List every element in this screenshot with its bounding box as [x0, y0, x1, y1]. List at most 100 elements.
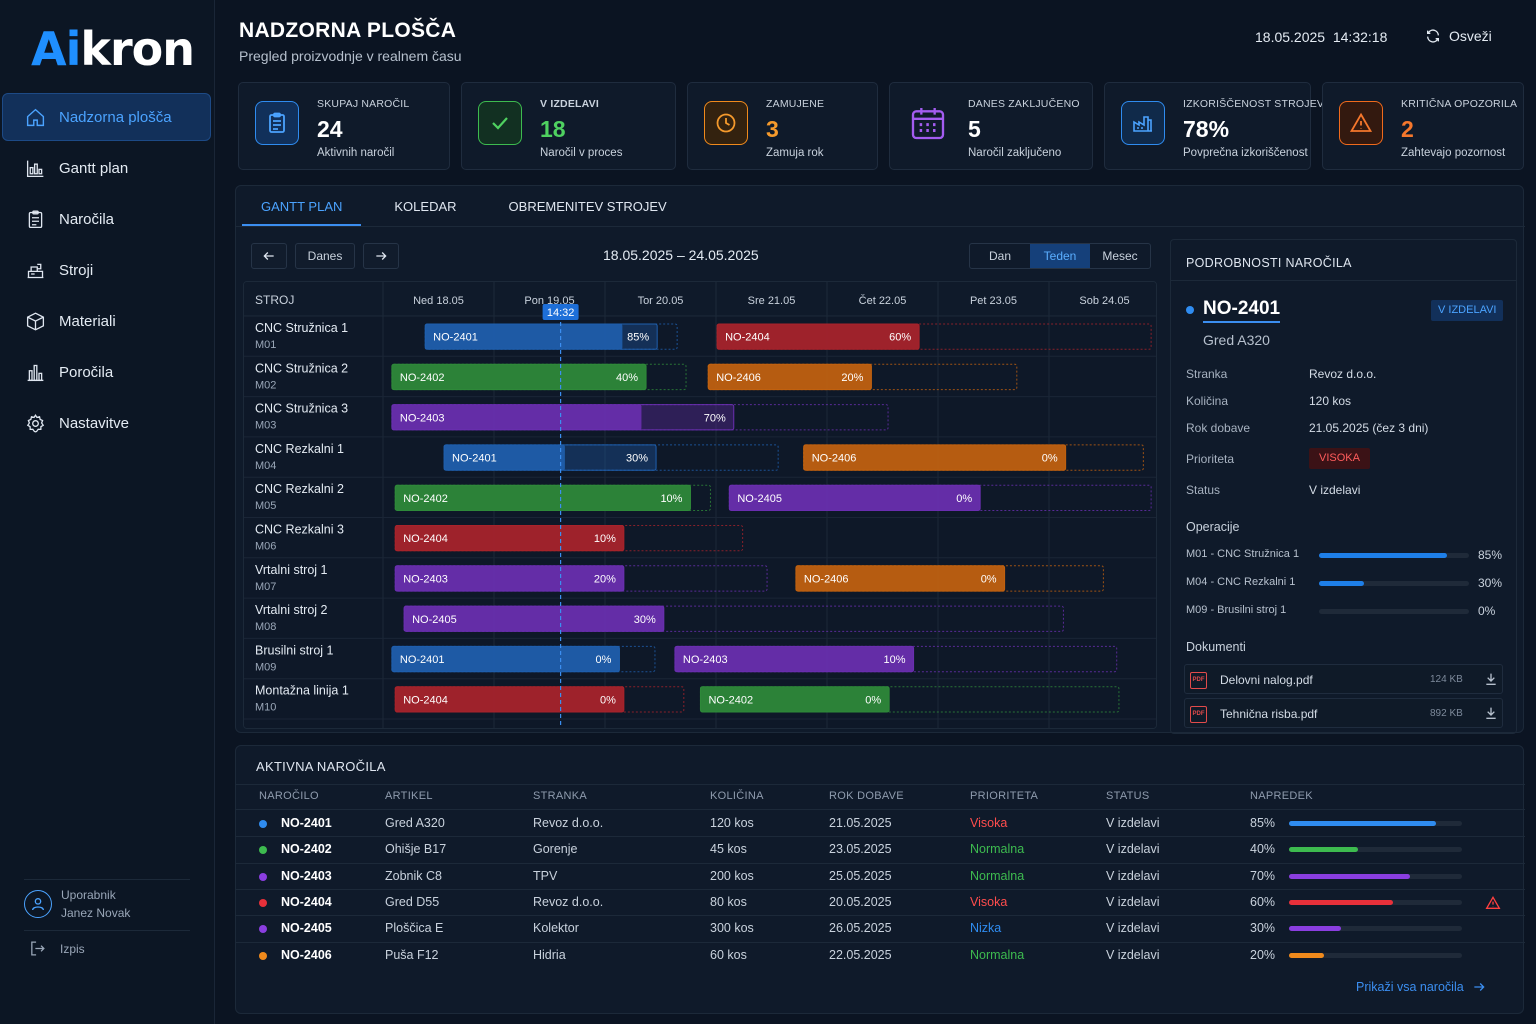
- tab-obremenitev-strojev[interactable]: OBREMENITEV STROJEV: [508, 199, 667, 214]
- next-week-button[interactable]: [363, 243, 399, 269]
- sidebar-item-porocila[interactable]: Poročila: [0, 348, 215, 396]
- order-color-dot: [259, 820, 267, 828]
- machine-name[interactable]: CNC Rezkalni 3: [255, 523, 344, 537]
- sidebar-item-stroji[interactable]: Stroji: [0, 246, 215, 294]
- gantt-bar-progress: [395, 686, 624, 712]
- download-icon[interactable]: [1483, 705, 1499, 721]
- box-icon: [26, 311, 45, 331]
- warning-icon: [1339, 101, 1383, 145]
- column-header[interactable]: NAPREDEK: [1250, 790, 1313, 802]
- sidebar-item-gantt-plan[interactable]: Gantt plan: [0, 144, 215, 192]
- column-header[interactable]: ROK DOBAVE: [829, 790, 904, 802]
- column-header[interactable]: ARTIKEL: [385, 790, 433, 802]
- machine-name[interactable]: Montažna linija 1: [255, 684, 349, 698]
- kpi-card-completed-today[interactable]: DANES ZAKLJUČENO 5 Naročil zaključeno: [889, 82, 1093, 170]
- operation-percent: 0%: [1478, 604, 1496, 618]
- bar-order-label: NO-2401: [400, 654, 445, 666]
- sidebar-item-materiali[interactable]: Materiali: [0, 297, 215, 345]
- table-row[interactable]: NO-2402 Ohišje B17 Gorenje 45 kos 23.05.2025…: [236, 837, 1525, 863]
- today-button[interactable]: Danes: [295, 243, 355, 269]
- cell-status: V izdelavi: [1106, 868, 1160, 883]
- operation-progress: [1319, 581, 1469, 586]
- divider: [236, 809, 1525, 810]
- kpi-card-machine-utilization[interactable]: IZKORIŠČENOST STROJEV 78% Povprečna izko…: [1104, 82, 1324, 170]
- sidebar-item-narocila[interactable]: Naročila: [0, 195, 215, 243]
- kpi-value: 2: [1401, 116, 1414, 142]
- table-row[interactable]: NO-2404 Gred D55 Revoz d.o.o. 80 kos 20.05.2…: [236, 890, 1525, 916]
- machine-name[interactable]: CNC Stružnica 2: [255, 361, 348, 375]
- sidebar-item-nastavitve[interactable]: Nastavitve: [0, 399, 215, 447]
- machine-name[interactable]: CNC Stružnica 3: [255, 402, 348, 416]
- machine-name[interactable]: CNC Rezkalni 1: [255, 442, 344, 456]
- sidebar-nav: Nadzorna plošča Gantt plan Naročila Stro…: [0, 93, 215, 450]
- machine-name[interactable]: CNC Rezkalni 2: [255, 482, 344, 496]
- order-color-dot: [259, 951, 267, 960]
- gantt-bar-progress: [708, 364, 872, 390]
- cell-qty: 300 kos: [710, 921, 754, 936]
- machine-name[interactable]: Vrtalni stroj 1: [255, 563, 328, 577]
- download-icon[interactable]: [1483, 671, 1499, 687]
- table-row[interactable]: NO-2406 Puša F12 Hidria 60 kos 22.05.2025 Nor…: [236, 943, 1525, 969]
- table-row[interactable]: NO-2403 Zobnik C8 TPV 200 kos 25.05.2025 Norm…: [236, 864, 1525, 890]
- pdf-icon: PDF: [1190, 672, 1207, 689]
- document-item[interactable]: PDF Delovni nalog.pdf 124 KB: [1184, 664, 1503, 694]
- view-month[interactable]: Mesec: [1102, 249, 1138, 263]
- cell-id: NO-2401: [281, 816, 332, 830]
- documents-title: Dokumenti: [1186, 640, 1246, 654]
- arrow-right-icon: [1474, 983, 1485, 991]
- order-color-dot: [259, 925, 267, 934]
- gantt-bar-progress: [391, 646, 620, 672]
- user-profile[interactable]: Uporabnik Janez Novak: [24, 888, 130, 920]
- day-label: Sre 21.05: [748, 295, 796, 307]
- table-row[interactable]: NO-2405 Ploščica E Kolektor 300 kos 26.05.20…: [236, 916, 1525, 942]
- cell-id: NO-2406: [281, 947, 332, 962]
- bar-percent-label: 20%: [841, 372, 863, 384]
- operation-label: M04 - CNC Rezkalni 1: [1186, 576, 1296, 588]
- logout-button[interactable]: Izpis: [29, 940, 85, 957]
- refresh-button[interactable]: Osveži: [1425, 28, 1492, 44]
- cell-id: NO-2403: [281, 868, 332, 883]
- cell-progress: 20%: [1250, 947, 1276, 962]
- machine-name[interactable]: Brusilni stroj 1: [255, 643, 334, 657]
- cell-priority: Nizka: [970, 921, 1002, 936]
- machine-name[interactable]: Vrtalni stroj 2: [255, 603, 328, 617]
- document-item[interactable]: PDF Tehnična risba.pdf 892 KB: [1184, 698, 1503, 728]
- cell-priority: Visoka: [970, 894, 1008, 909]
- column-header[interactable]: KOLIČINA: [710, 790, 764, 802]
- divider: [236, 941, 1525, 943]
- gantt-bar-progress: [444, 444, 565, 471]
- column-header[interactable]: STATUS: [1106, 790, 1150, 802]
- cell-due: 25.05.2025: [829, 868, 892, 883]
- field-label: Stranka: [1186, 367, 1228, 381]
- logout-label: Izpis: [60, 941, 85, 956]
- prev-week-button[interactable]: [251, 243, 287, 269]
- tab-koledar[interactable]: KOLEDAR: [394, 199, 457, 214]
- bar-planned-outline: [795, 565, 1104, 592]
- kpi-description: Zamuja rok: [766, 147, 824, 159]
- show-all-orders-link[interactable]: Prikaži vsa naročila: [1356, 980, 1486, 994]
- view-week[interactable]: Teden: [1030, 244, 1090, 268]
- column-header[interactable]: NAROČILO: [259, 790, 319, 802]
- kpi-card-in-progress[interactable]: V IZDELAVI 18 Naročil v proces: [461, 82, 676, 170]
- kpi-card-total[interactable]: SKUPAJ NAROČIL 24 Aktivnih naročil: [238, 82, 450, 170]
- machine-name[interactable]: CNC Stružnica 1: [255, 321, 348, 335]
- machine-code: M03: [255, 420, 276, 432]
- gantt-bar-progress: [717, 324, 920, 350]
- sidebar-item-nadzorna-plosca[interactable]: Nadzorna plošča: [2, 93, 211, 141]
- kpi-value: 5: [968, 116, 981, 142]
- table-row[interactable]: NO-2401 Gred A320 Revoz d.o.o. 120 kos 21.05…: [236, 811, 1525, 837]
- cell-qty: 200 kos: [710, 868, 754, 883]
- bar-order-label: NO-2406: [804, 573, 849, 585]
- user-icon: [32, 898, 44, 911]
- view-day[interactable]: Dan: [988, 249, 1011, 263]
- column-header[interactable]: PRIORITETA: [970, 790, 1039, 802]
- cell-progress: 40%: [1250, 842, 1276, 857]
- warning-icon[interactable]: [1485, 895, 1501, 911]
- kpi-label: ZAMUJENE: [766, 98, 825, 110]
- kpi-card-delayed[interactable]: ZAMUJENE 3 Zamuja rok: [687, 82, 878, 170]
- kpi-card-critical-alerts[interactable]: KRITIČNA OPOZORILA 2 Zahtevajo pozornost: [1322, 82, 1524, 170]
- tab-gantt-plan[interactable]: GANTT PLAN: [242, 186, 362, 226]
- column-header[interactable]: STRANKA: [533, 790, 588, 802]
- order-number[interactable]: NO-2401: [1203, 298, 1281, 323]
- cell-id: NO-2405: [281, 921, 332, 936]
